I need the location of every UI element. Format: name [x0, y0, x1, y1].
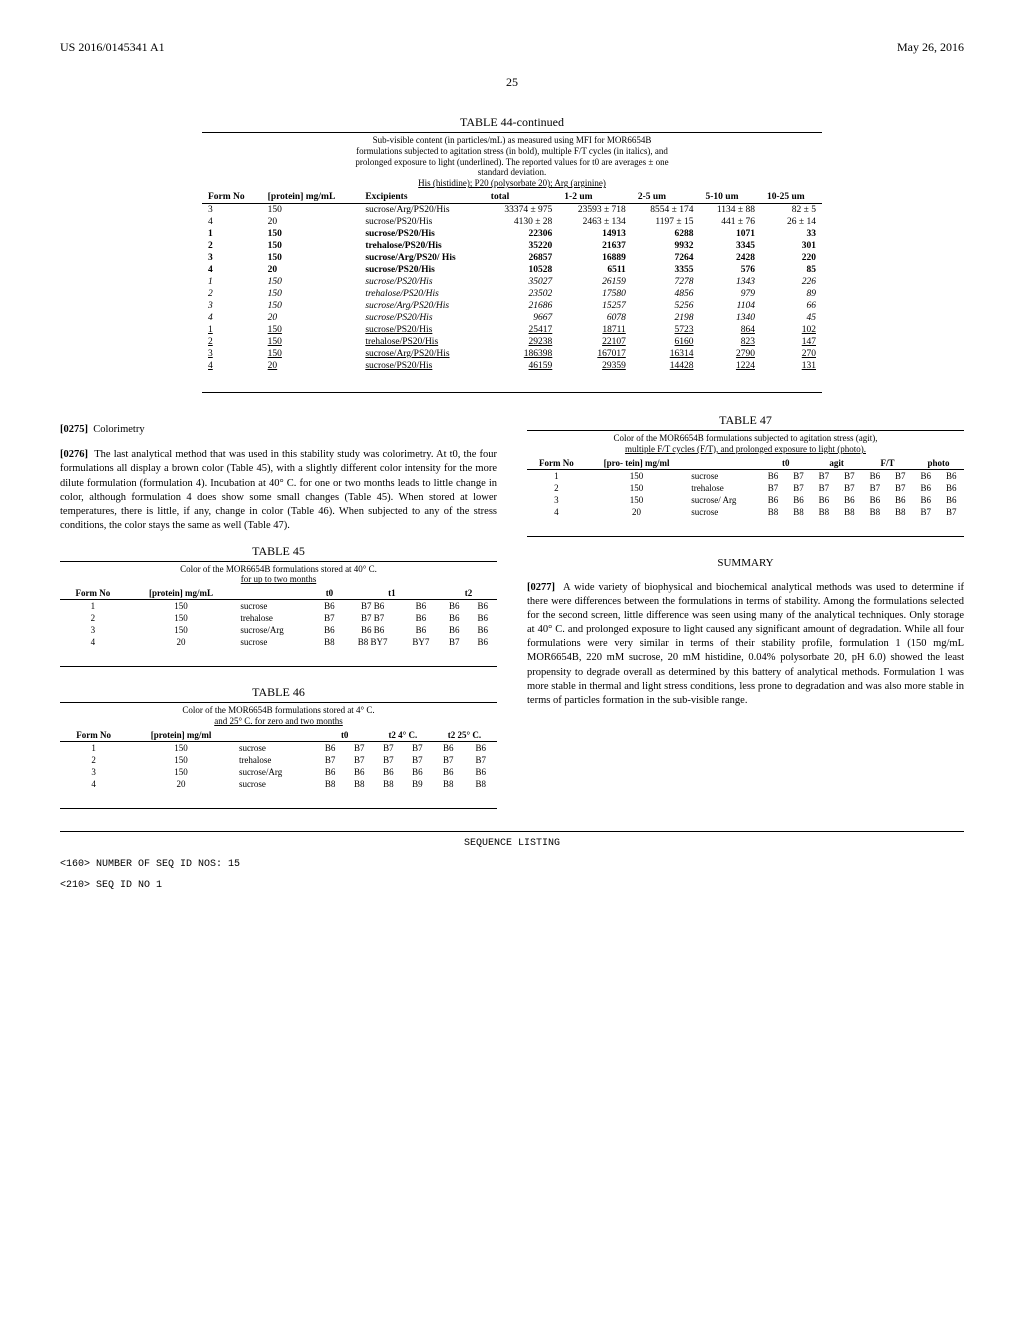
table-row: 3150sucrose/Arg/PS20/His2168615257525611…	[202, 300, 822, 312]
table47-caption: Color of the MOR6654B formulations subje…	[527, 433, 964, 455]
table46-grid: Form No [protein] mg/ml t0 t2 4° C. t2 2…	[60, 729, 497, 790]
para-0275: [0275] Colorimetry	[60, 423, 497, 437]
publication-date: May 26, 2016	[897, 40, 964, 55]
table-row: 3150sucrose/ArgB6B6 B6B6B6B6	[60, 624, 497, 636]
table45-grid: Form No [protein] mg/mL t0 t1 t2 1150suc…	[60, 587, 497, 648]
table-row: 2150trehalose/PS20/His352202163799323345…	[202, 240, 822, 252]
table-row: 3150sucrose/Arg/PS20/His1863981670171631…	[202, 348, 822, 360]
table-row: 3150sucrose/ ArgB6B6B6B6B6B6B6B6	[527, 494, 964, 506]
table-row: 2150trehalose/PS20/His292382210761608231…	[202, 336, 822, 348]
table45-title: TABLE 45	[60, 544, 497, 559]
page-header: US 2016/0145341 A1 May 26, 2016	[60, 40, 964, 55]
seq-line-160: <160> NUMBER OF SEQ ID NOS: 15	[60, 859, 964, 870]
table44-title: TABLE 44-continued	[60, 115, 964, 130]
right-column: TABLE 47 Color of the MOR6654B formulati…	[527, 413, 964, 719]
table-row: 3150sucrose/ArgB6B6B6B6B6B6	[60, 766, 497, 778]
table44-grid: Form No [protein] mg/mL Excipients total…	[202, 191, 822, 372]
seq-line-210: <210> SEQ ID NO 1	[60, 880, 964, 891]
table46-caption: Color of the MOR6654B formulations store…	[60, 705, 497, 727]
table-row: 1150sucrose/PS20/His35027261597278134322…	[202, 276, 822, 288]
table45-caption: Color of the MOR6654B formulations store…	[60, 564, 497, 586]
table46-title: TABLE 46	[60, 685, 497, 700]
two-column-layout: [0275] Colorimetry [0276] The last analy…	[60, 413, 964, 811]
table-row: 2150trehalose/PS20/His235021758048569798…	[202, 288, 822, 300]
table-row: 420sucroseB8B8B8B8B8B8B7B7	[527, 506, 964, 518]
table-row: 420sucrose/PS20/His4130 ± 282463 ± 13411…	[202, 216, 822, 228]
table-row: 420sucrose/PS20/His461592935914428122413…	[202, 360, 822, 372]
table47-grid: Form No [pro- tein] mg/ml t0 agit F/T ph…	[527, 457, 964, 518]
table-row: 2150trehaloseB7B7 B7B6B6B6	[60, 612, 497, 624]
table-row: 420sucrose/PS20/His966760782198134045	[202, 312, 822, 324]
table-row: 1150sucroseB6B7B7B7B6B6	[60, 741, 497, 754]
left-column: [0275] Colorimetry [0276] The last analy…	[60, 413, 497, 811]
table-row: 3150sucrose/Arg/PS20/His33374 ± 97523593…	[202, 203, 822, 216]
table-row: 420sucrose/PS20/His105286511335557685	[202, 264, 822, 276]
table-row: 1150sucroseB6B7 B6B6B6B6	[60, 600, 497, 613]
table-row: 420sucroseB8B8B8B9B8B8	[60, 778, 497, 790]
table47-title: TABLE 47	[527, 413, 964, 428]
table44-caption: Sub-visible content (in particles/mL) as…	[60, 135, 964, 189]
patent-number: US 2016/0145341 A1	[60, 40, 165, 55]
table-row: 420sucroseB8B8 BY7BY7B7B6	[60, 636, 497, 648]
table-row: 2150trehaloseB7B7B7B7B7B7	[60, 754, 497, 766]
sequence-listing-title: SEQUENCE LISTING	[60, 831, 964, 849]
table-row: 3150sucrose/Arg/PS20/ His268571688972642…	[202, 252, 822, 264]
table-row: 2150trehaloseB7B7B7B7B7B7B6B6	[527, 482, 964, 494]
page-number: 25	[60, 75, 964, 90]
para-0277: [0277] A wide variety of biophysical and…	[527, 581, 964, 709]
summary-heading: SUMMARY	[527, 557, 964, 569]
table-44: TABLE 44-continued Sub-visible content (…	[60, 115, 964, 393]
para-0276: [0276] The last analytical method that w…	[60, 448, 497, 533]
table-row: 1150sucroseB6B7B7B7B6B7B6B6	[527, 469, 964, 482]
table-row: 1150sucrose/PS20/His25417187115723864102	[202, 324, 822, 336]
table-row: 1150sucrose/PS20/His22306149136288107133	[202, 228, 822, 240]
